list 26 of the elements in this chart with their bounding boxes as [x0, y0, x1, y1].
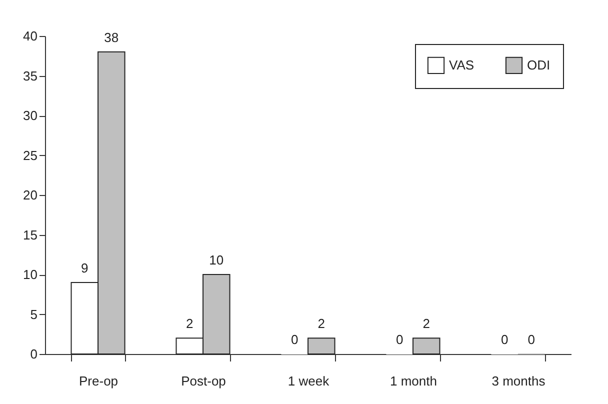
data-label: 2	[422, 316, 430, 332]
x-tick-label: Pre-op	[79, 374, 118, 388]
y-tick-label: 25	[23, 148, 38, 163]
data-label: 2	[318, 316, 326, 332]
y-tick-label: 5	[30, 306, 38, 322]
data-label: 0	[528, 332, 535, 347]
data-label: 10	[209, 252, 224, 268]
legend-label: VAS	[449, 57, 474, 72]
data-label: 2	[186, 316, 194, 332]
y-tick-label: 10	[23, 267, 38, 282]
x-tick-label: 3 months	[492, 374, 546, 388]
y-tick-label: 35	[23, 68, 38, 84]
legend-label: ODI	[527, 57, 550, 72]
x-tick-label: 1 week	[288, 374, 330, 388]
data-label: 0	[500, 332, 508, 347]
data-label: 9	[81, 260, 88, 276]
data-label: 0	[290, 332, 298, 347]
y-tick-label: 40	[23, 28, 38, 44]
y-tick-label: 30	[23, 108, 38, 123]
y-tick-label: 20	[23, 188, 38, 202]
data-label: 0	[396, 332, 404, 347]
x-tick-label: Post-op	[181, 374, 226, 388]
x-tick-label: 1 month	[390, 374, 437, 388]
y-tick-label: 15	[23, 227, 38, 242]
data-label: 38	[104, 30, 119, 45]
y-tick-label: 0	[30, 346, 38, 362]
